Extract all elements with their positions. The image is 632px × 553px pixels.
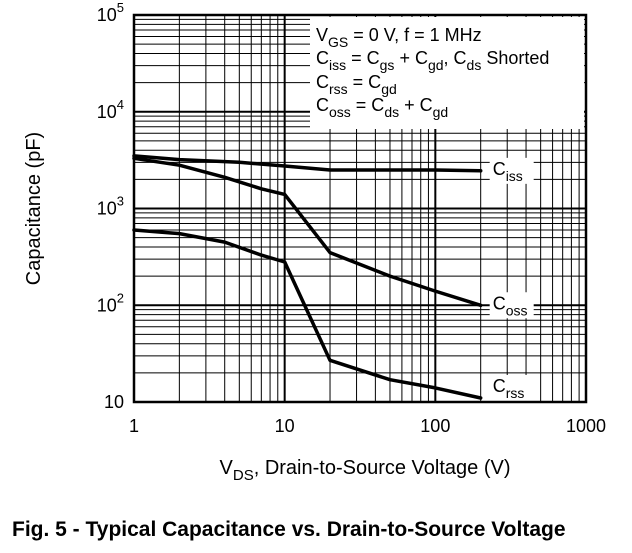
x-tick-label: 100: [420, 416, 450, 436]
legend-text: Shorted: [481, 48, 549, 68]
x-label-main: V: [220, 457, 234, 479]
y-tick-base: 10: [97, 199, 117, 219]
legend-text: , C: [444, 48, 467, 68]
series-label-bg: [489, 374, 534, 401]
legend-text: C: [316, 95, 329, 115]
legend-subscript: ds: [384, 104, 399, 120]
data-lines: [132, 154, 483, 400]
y-tick-base: 10: [97, 102, 117, 122]
x-tick-label: 10: [275, 416, 295, 436]
legend-subscript: ds: [467, 57, 482, 73]
series-label-bg: [489, 292, 534, 319]
legend-subscript: gd: [433, 104, 449, 120]
y-tick-base: 10: [97, 295, 117, 315]
x-label-rest: , Drain-to-Source Voltage (V): [254, 457, 511, 479]
y-tick-exponent: 2: [117, 290, 124, 305]
legend-subscript: oss: [329, 104, 351, 120]
x-tick-label: 1000: [566, 416, 606, 436]
series-line-crss: [132, 228, 483, 400]
legend-line: Coss = Cds + Cgd: [316, 95, 448, 120]
series-label-sub: rss: [506, 385, 525, 401]
series-label-main: C: [493, 293, 506, 313]
y-tick-exponent: 4: [117, 97, 124, 112]
legend-text: + C: [399, 95, 433, 115]
legend-subscript: gs: [380, 57, 395, 73]
y-tick-label: 102: [97, 290, 124, 315]
series-label-sub: iss: [506, 168, 523, 184]
legend-text: = C: [346, 48, 380, 68]
legend-text: C: [316, 48, 329, 68]
y-tick-label: 104: [97, 97, 124, 122]
legend-subscript: gd: [381, 81, 397, 97]
y-tick-exponent: 3: [117, 194, 124, 209]
x-tick-label: 1: [129, 416, 139, 436]
y-tick-exponent: 5: [117, 0, 124, 15]
legend: VGS = 0 V, f = 1 MHz Ciss = Cgs + Cgd, Cd…: [316, 25, 549, 120]
legend-subscript: iss: [329, 57, 346, 73]
legend-text: C: [316, 72, 329, 92]
legend-text: = 0 V, f = 1 MHz: [348, 25, 481, 45]
legend-text: = C: [348, 72, 382, 92]
legend-text: V: [316, 25, 328, 45]
series-label-main: C: [493, 159, 506, 179]
y-tick-label: 105: [97, 0, 124, 25]
series-line-ciss: [132, 154, 483, 173]
legend-subscript: GS: [328, 34, 348, 50]
plot-frame: [132, 13, 588, 404]
series-label-coss: Coss: [493, 293, 528, 318]
legend-line: Ciss = Cgs + Cgd, Cds Shorted: [316, 48, 549, 73]
series-label-sub: oss: [506, 302, 528, 318]
legend-text: + C: [394, 48, 428, 68]
x-axis-label: VDS, Drain-to-Source Voltage (V): [220, 457, 511, 484]
y-tick-base: 10: [104, 392, 124, 412]
series-label-bg: [489, 157, 534, 184]
series-label-crss: Crss: [493, 376, 525, 401]
legend-text: = C: [351, 95, 385, 115]
y-axis-label: Capacitance (pF): [23, 132, 45, 285]
x-tick-labels: 1 10 100 1000: [129, 416, 606, 436]
legend-box: [310, 17, 584, 129]
series-line-coss: [132, 156, 483, 308]
y-tick-base: 10: [97, 5, 117, 25]
legend-subscript: rss: [329, 81, 348, 97]
y-tick-label: 10: [104, 392, 124, 412]
y-tick-label: 103: [97, 194, 124, 219]
legend-line: Crss = Cgd: [316, 72, 397, 97]
series-label-ciss: Ciss: [493, 159, 523, 184]
legend-subscript: gd: [428, 57, 444, 73]
legend-line: VGS = 0 V, f = 1 MHz: [316, 25, 482, 50]
series-label-main: C: [493, 376, 506, 396]
figure-caption: Fig. 5 - Typical Capacitance vs. Drain-t…: [12, 518, 566, 541]
x-label-sub: DS: [233, 467, 254, 484]
